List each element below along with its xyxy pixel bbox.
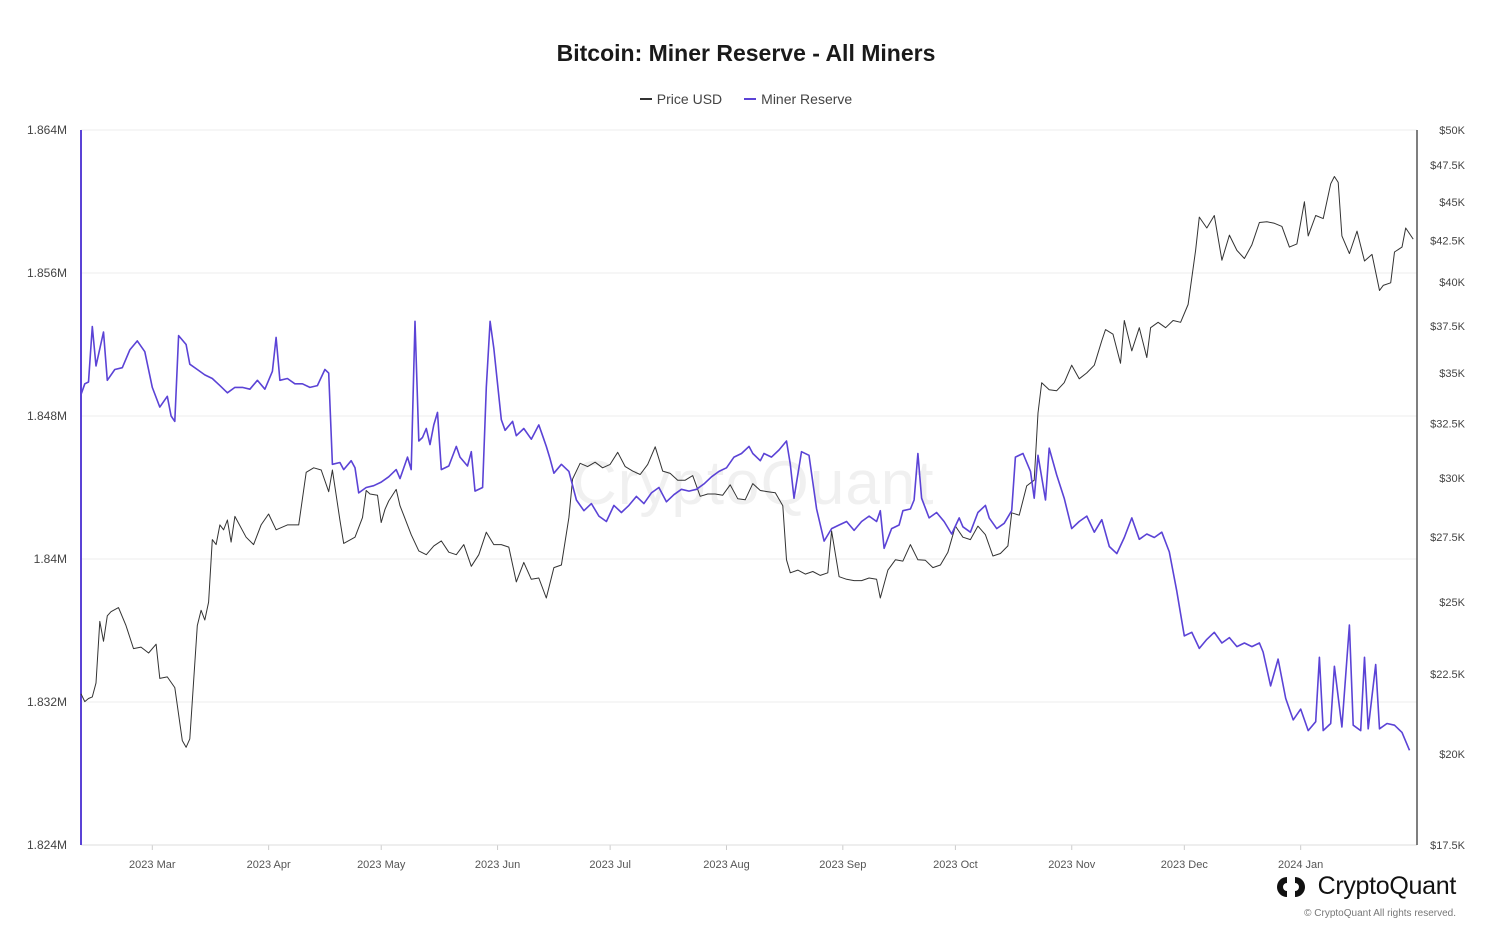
- y-left-tick-label: 1.84M: [34, 552, 67, 566]
- copyright-text: © CryptoQuant All rights reserved.: [1304, 908, 1456, 919]
- y-right-tick-label: $47.5K: [1430, 160, 1466, 172]
- y-right-tick-label: $25K: [1439, 597, 1465, 609]
- brand-name: CryptoQuant: [1317, 872, 1457, 900]
- y-right-tick-label: $20K: [1439, 749, 1465, 761]
- y-right-tick-label: $45K: [1439, 197, 1465, 209]
- x-tick-label: 2023 Jun: [475, 859, 520, 871]
- y-right-tick-label: $35K: [1439, 368, 1465, 380]
- x-tick-label: 2023 Oct: [933, 859, 978, 871]
- legend-label-price: Price USD: [656, 91, 723, 107]
- x-tick-label: 2023 Sep: [819, 859, 866, 871]
- y-left-tick-label: 1.832M: [27, 695, 67, 709]
- cryptoquant-logo-icon: [1276, 876, 1305, 897]
- x-tick-label: 2023 Jul: [589, 859, 631, 871]
- y-right-tick-label: $27.5K: [1430, 532, 1466, 544]
- chart-title: Bitcoin: Miner Reserve - All Miners: [556, 40, 936, 66]
- x-tick-label: 2023 Aug: [703, 859, 750, 871]
- miner-reserve-line: [80, 320, 1411, 751]
- legend-swatch-reserve: [744, 98, 757, 100]
- x-tick-label: 2023 Apr: [247, 859, 291, 871]
- y-right-tick-label: $22.5K: [1430, 669, 1466, 681]
- y-left-tick-label: 1.848M: [27, 409, 67, 423]
- y-right-tick-label: $42.5K: [1430, 236, 1466, 248]
- price-usd-line: [80, 176, 1414, 748]
- legend-item-reserve[interactable]: Miner Reserve: [744, 91, 852, 107]
- legend-label-reserve: Miner Reserve: [761, 91, 853, 107]
- x-tick-label: 2023 Dec: [1161, 859, 1209, 871]
- chart-legend[interactable]: Price USD Miner Reserve: [0, 91, 1492, 107]
- grid-layer: [81, 129, 1417, 846]
- x-tick-label: 2023 Mar: [129, 859, 176, 871]
- y-right-tick-label: $30K: [1439, 473, 1465, 485]
- y-left-tick-label: 1.864M: [27, 123, 67, 137]
- y-right-tick-label: $17.5K: [1430, 840, 1466, 852]
- series-layer: [80, 176, 1414, 751]
- y-left-tick-label: 1.824M: [27, 838, 67, 852]
- brand-logo: CryptoQuant: [1276, 872, 1456, 901]
- y-right-tick-label: $32.5K: [1430, 418, 1466, 430]
- axes-layer: [80, 130, 1418, 850]
- legend-swatch-price: [639, 98, 652, 100]
- y-right-tick-label: $50K: [1439, 125, 1465, 137]
- y-right-tick-label: $40K: [1439, 277, 1465, 289]
- labels-layer: 1.824M 1.832M 1.84M 1.848M 1.856M 1.864M $17.5…: [27, 123, 1466, 871]
- x-tick-label: 2023 Nov: [1048, 859, 1096, 871]
- y-left-tick-label: 1.856M: [27, 266, 67, 280]
- x-tick-label: 2023 May: [357, 859, 406, 871]
- legend-item-price[interactable]: Price USD: [639, 91, 723, 107]
- x-tick-label: 2024 Jan: [1278, 859, 1323, 871]
- y-right-tick-label: $37.5K: [1430, 321, 1466, 333]
